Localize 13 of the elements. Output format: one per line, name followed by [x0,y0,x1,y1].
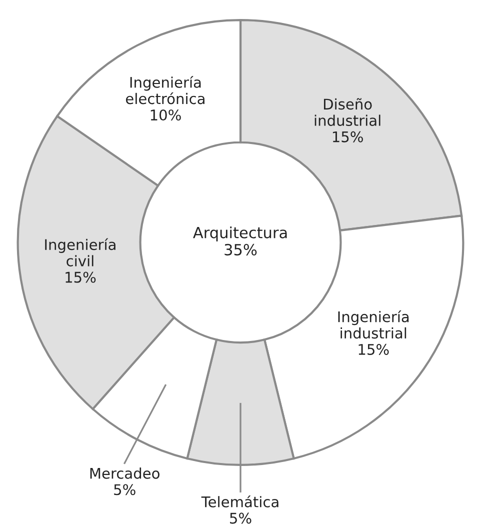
data-label: 15% [332,131,363,142]
slice-label: Mercadeo [90,468,160,479]
slice-label: Ingeniería civil [45,238,116,266]
data-label: 15% [358,344,389,355]
slice-label: Diseño industrial [314,98,380,126]
data-label: 10% [150,109,181,121]
slice-label: Ingeniería electrónica [126,76,204,104]
data-label: 5% [114,484,136,496]
text: Arquitectura 35% [193,226,287,256]
slice-label: Telemática [201,495,278,508]
data-label: 15% [66,272,96,283]
data-label: 5% [230,512,252,524]
slice-label: Ingeniería industrial [338,310,409,339]
